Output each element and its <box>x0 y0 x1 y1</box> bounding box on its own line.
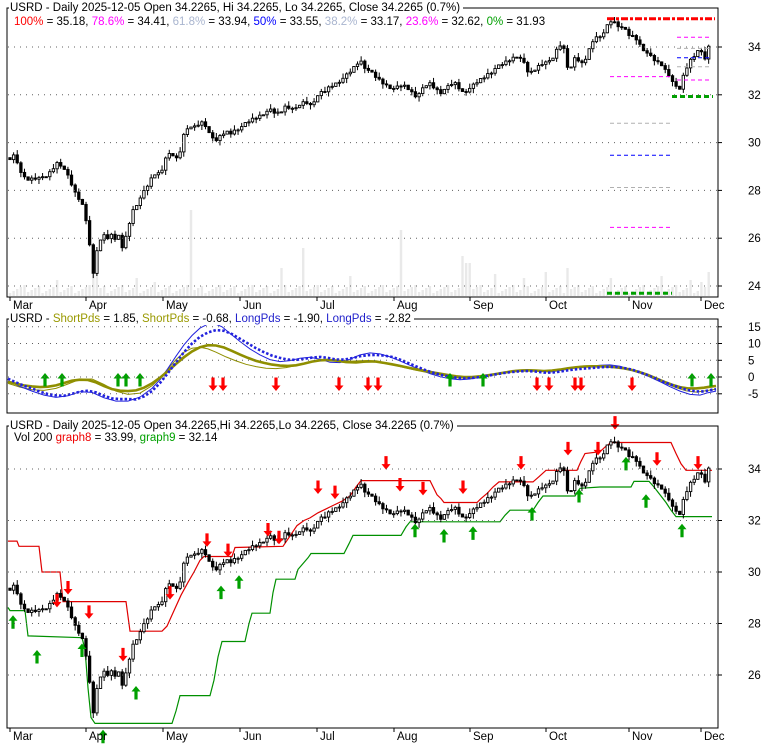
x-axis-month-label: Sep <box>473 300 493 312</box>
legend-segment: = 33.94, <box>205 16 254 28</box>
legend-segment: 100% <box>14 16 44 28</box>
y-axis-label: 15 <box>748 322 761 334</box>
y-axis-label: 24 <box>748 281 761 293</box>
legend-segment: = 31.93 <box>503 16 546 28</box>
legend-segment: = -2.82 <box>371 313 411 325</box>
x-axis-month-label: Nov <box>632 300 653 312</box>
x-axis-month-label: Aug <box>397 731 417 743</box>
x-axis-month-label: Nov <box>632 731 653 743</box>
y-axis-label: 30 <box>748 138 761 150</box>
legend-segment: ShortPds <box>52 313 101 325</box>
legend-segment: = 34.41, <box>124 16 173 28</box>
legend-segment: = 32.14 <box>175 432 218 444</box>
x-axis-month-label: Oct <box>549 300 568 312</box>
y-axis-label: 5 <box>748 355 754 367</box>
legend-segment: 23.6% <box>405 16 439 28</box>
x-axis-month-label: May <box>166 300 188 312</box>
y-axis-label: 28 <box>748 619 761 631</box>
legend-segment: 0% <box>486 16 504 28</box>
x-axis-month-label: Jul <box>320 731 335 743</box>
panel2-title: USRD - ShortPds = 1.85, ShortPds = -0.68… <box>9 313 414 325</box>
x-axis-month-label: Jun <box>243 731 262 743</box>
legend-segment: graph8 <box>55 432 92 444</box>
x-axis-month-label: May <box>166 731 188 743</box>
legend-segment: 50% <box>253 16 277 28</box>
legend-segment: = 33.17, <box>357 16 406 28</box>
y-axis-label: 26 <box>748 233 761 245</box>
legend-segment: = -0.68, <box>189 313 236 325</box>
panel3-title: USRD - Daily 2025-12-05 Open 34.2265,Hi … <box>9 420 457 432</box>
x-axis-month-label: Aug <box>397 300 417 312</box>
y-axis-label: 32 <box>748 516 761 528</box>
legend-segment: Vol 200 <box>14 432 56 444</box>
y-axis-label: 10 <box>748 339 761 351</box>
x-axis-month-label: Sep <box>473 731 493 743</box>
y-axis-label: 32 <box>748 90 761 102</box>
legend-segment: = 33.99, <box>91 432 140 444</box>
legend-segment: = 35.18, <box>43 16 92 28</box>
legend-segment: LongPds <box>235 313 281 325</box>
x-axis-month-label: Mar <box>13 300 33 312</box>
legend-segment: = 33.55, <box>276 16 325 28</box>
x-axis-month-label: Jul <box>320 300 335 312</box>
legend-segment: USRD - <box>10 313 53 325</box>
x-axis-month-label: Dec <box>704 731 725 743</box>
legend-segment: ShortPds <box>142 313 190 325</box>
legend-segment: 61.8% <box>172 16 206 28</box>
x-axis-month-label: Oct <box>549 731 568 743</box>
x-axis-month-label: Apr <box>89 300 107 312</box>
y-axis-label: 30 <box>748 567 761 579</box>
legend-segment: = -1.90, <box>280 313 327 325</box>
panel3-legend: Vol 200 graph8 = 33.99, graph9 = 32.14 <box>13 432 221 444</box>
legend-segment: graph9 <box>139 432 176 444</box>
y-axis-label: 26 <box>748 670 761 682</box>
x-axis-month-label: Dec <box>704 300 725 312</box>
panel1-title: USRD - Daily 2025-12-05 Open 34.2265, Hi… <box>9 2 464 14</box>
y-axis-label: -5 <box>748 389 758 401</box>
legend-segment: 78.6% <box>91 16 125 28</box>
legend-segment: = 1.85, <box>100 313 143 325</box>
x-axis-month-label: Mar <box>13 731 33 743</box>
legend-segment: LongPds <box>326 313 372 325</box>
y-axis-label: 34 <box>748 464 761 476</box>
x-axis-month-label: Apr <box>89 731 107 743</box>
legend-segment: 38.2% <box>324 16 358 28</box>
x-axis-month-label: Jun <box>243 300 262 312</box>
legend-segment: = 32.62, <box>438 16 487 28</box>
y-axis-label: 34 <box>748 42 761 54</box>
y-axis-label: 0 <box>748 372 754 384</box>
y-axis-label: 28 <box>748 185 761 197</box>
panel1-fib-legend: 100% = 35.18, 78.6% = 34.41, 61.8% = 33.… <box>13 16 549 28</box>
